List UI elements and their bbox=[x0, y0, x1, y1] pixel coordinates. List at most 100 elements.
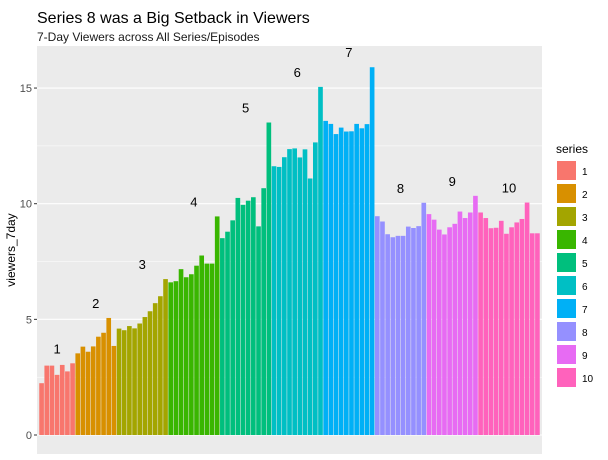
bar-series-3 bbox=[132, 328, 137, 435]
bar-series-10 bbox=[535, 233, 540, 435]
bar-series-7 bbox=[323, 120, 328, 435]
bar-series-5 bbox=[225, 231, 230, 435]
bar-series-1 bbox=[54, 374, 60, 435]
bar-series-3 bbox=[121, 330, 127, 435]
legend-label-5: 5 bbox=[582, 259, 588, 270]
bar-series-5 bbox=[220, 238, 225, 435]
bar-series-10 bbox=[488, 228, 494, 435]
bar-series-3 bbox=[158, 296, 163, 435]
bar-series-9 bbox=[457, 211, 463, 435]
bar-series-2 bbox=[106, 317, 112, 435]
series-annotations: 1 2 3 4 5 6 7 8 9 10 bbox=[53, 45, 516, 356]
bar-series-8 bbox=[380, 221, 385, 435]
bar-series-3 bbox=[116, 328, 122, 435]
bar-series-10 bbox=[493, 227, 499, 435]
bar-series-8 bbox=[390, 237, 396, 435]
bar-series-6 bbox=[287, 149, 292, 436]
legend-key-8 bbox=[557, 322, 576, 341]
bar-series-8 bbox=[411, 227, 416, 435]
bar-series-1 bbox=[44, 365, 50, 435]
bar-series-2 bbox=[85, 351, 91, 435]
legend-label-6: 6 bbox=[582, 282, 588, 293]
bar-series-7 bbox=[333, 134, 339, 435]
bar-series-4 bbox=[183, 277, 189, 435]
bar-series-8 bbox=[374, 216, 380, 435]
legend-key-1 bbox=[557, 161, 576, 180]
bar-series-4 bbox=[209, 263, 215, 435]
series-annotation-10: 10 bbox=[502, 181, 516, 196]
bar-series-3 bbox=[163, 279, 168, 435]
bar-series-5 bbox=[235, 197, 241, 435]
bar-series-1 bbox=[49, 365, 55, 435]
bar-series-6 bbox=[276, 166, 282, 436]
bar-series-2 bbox=[75, 353, 81, 435]
bar-series-8 bbox=[421, 202, 427, 435]
bar-series-9 bbox=[436, 229, 442, 435]
bar-series-2 bbox=[80, 346, 86, 435]
legend-label-10: 10 bbox=[582, 374, 594, 385]
bar-series-5 bbox=[251, 197, 256, 435]
bar-series-6 bbox=[297, 157, 303, 435]
bar-series-1 bbox=[70, 363, 75, 435]
bar-series-3 bbox=[142, 317, 148, 435]
series-annotation-2: 2 bbox=[92, 296, 99, 311]
legend-key-3 bbox=[557, 207, 576, 226]
bar-series-2 bbox=[101, 332, 106, 435]
bar-series-5 bbox=[230, 220, 236, 435]
bar-series-9 bbox=[447, 227, 452, 435]
series-annotation-1: 1 bbox=[53, 341, 60, 356]
bar-series-10 bbox=[519, 218, 525, 435]
bar-series-2 bbox=[90, 346, 96, 435]
series-annotation-9: 9 bbox=[449, 174, 456, 189]
legend-key-7 bbox=[557, 299, 576, 318]
legend-key-9 bbox=[557, 345, 576, 364]
bar-series-4 bbox=[194, 265, 199, 435]
legend-label-1: 1 bbox=[582, 167, 588, 178]
legend-label-8: 8 bbox=[582, 328, 588, 339]
bar-series-6 bbox=[292, 148, 297, 436]
series-annotation-7: 7 bbox=[345, 45, 352, 60]
series-annotation-6: 6 bbox=[294, 65, 301, 80]
bar-series-3 bbox=[127, 326, 132, 435]
bar-series-5 bbox=[240, 204, 246, 435]
bar-series-7 bbox=[343, 131, 349, 435]
legend-key-4 bbox=[557, 230, 576, 249]
y-tick-label: 15 bbox=[20, 83, 32, 95]
bar-series-10 bbox=[478, 212, 483, 435]
bar-series-2 bbox=[96, 336, 101, 435]
bar-series-5 bbox=[261, 188, 266, 435]
chart-title: Series 8 was a Big Setback in Viewers bbox=[37, 10, 310, 27]
bar-series-8 bbox=[400, 235, 406, 435]
bar-series-6 bbox=[271, 166, 277, 436]
bar-series-2 bbox=[111, 345, 117, 435]
bar-series-5 bbox=[256, 226, 261, 435]
y-tick-label: 10 bbox=[20, 199, 32, 211]
bar-series-8 bbox=[395, 235, 401, 435]
bar-series-5 bbox=[245, 200, 251, 435]
bar-series-7 bbox=[349, 131, 354, 436]
bar-series-9 bbox=[431, 219, 437, 435]
legend-key-5 bbox=[557, 253, 576, 272]
bar-series-9 bbox=[467, 212, 473, 435]
bar-series-7 bbox=[338, 127, 344, 435]
bar-series-6 bbox=[307, 178, 313, 436]
bar-series-9 bbox=[462, 218, 468, 435]
bar-series-10 bbox=[498, 220, 504, 435]
bar-series-5 bbox=[266, 122, 272, 435]
bar-series-9 bbox=[426, 214, 432, 435]
bar-series-9 bbox=[442, 234, 447, 435]
bar-series-6 bbox=[318, 86, 323, 435]
bar-series-8 bbox=[405, 226, 411, 435]
bar-series-1 bbox=[39, 383, 44, 435]
legend-label-7: 7 bbox=[582, 305, 588, 316]
bar-series-1 bbox=[59, 364, 65, 435]
series-annotation-8: 8 bbox=[397, 181, 404, 196]
legend-key-10 bbox=[557, 368, 576, 387]
bar-series-8 bbox=[416, 226, 421, 435]
bar-series-4 bbox=[168, 282, 174, 435]
legend-label-2: 2 bbox=[582, 190, 588, 201]
bar-series-10 bbox=[483, 218, 489, 435]
bar-series-7 bbox=[359, 128, 365, 436]
legend-label-9: 9 bbox=[582, 351, 588, 362]
